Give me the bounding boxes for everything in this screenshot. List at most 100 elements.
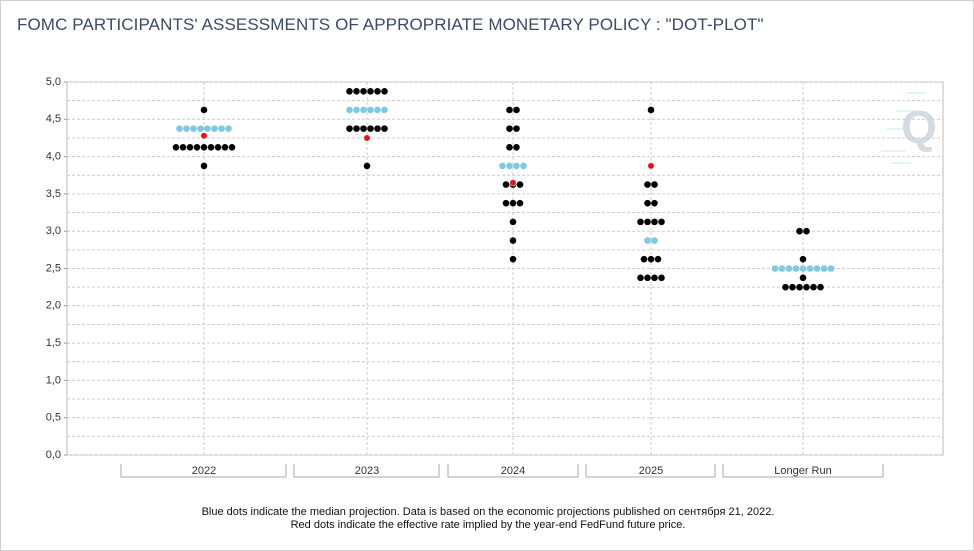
dot	[803, 283, 810, 291]
dot	[651, 181, 658, 188]
dot	[803, 227, 810, 235]
median-dot	[218, 125, 225, 132]
dot	[502, 199, 510, 207]
dot	[374, 125, 381, 132]
x-tick-label: 2023	[354, 465, 380, 477]
median-dot	[513, 162, 520, 170]
future-dot	[509, 179, 517, 187]
dot	[360, 125, 367, 132]
dot	[193, 143, 201, 151]
median-dot	[381, 106, 388, 114]
median-dot	[651, 237, 658, 244]
dot	[179, 143, 187, 151]
dot	[799, 255, 807, 263]
median-dot	[225, 125, 232, 132]
x-tick-label: 2022	[191, 465, 217, 477]
dot	[817, 283, 824, 291]
dot	[647, 106, 655, 114]
median-dot	[792, 265, 800, 272]
dot	[782, 283, 789, 291]
median-dot	[806, 265, 814, 272]
x-tick-label: Longer Run	[774, 465, 832, 477]
dot	[644, 218, 651, 226]
chart-title: FOMC PARTICIPANTS' ASSESSMENTS OF APPROP…	[17, 15, 764, 34]
dot	[509, 237, 517, 244]
dot	[509, 218, 517, 226]
median-dot	[211, 125, 218, 132]
median-dot	[204, 125, 211, 132]
y-tick-label: 1,0	[46, 374, 61, 386]
median-dot	[771, 265, 779, 272]
dot	[200, 106, 208, 114]
dot	[367, 88, 374, 95]
dot	[644, 274, 651, 282]
category-bracket	[722, 464, 884, 478]
dot	[381, 125, 388, 132]
dot	[651, 199, 658, 207]
median-dot	[197, 125, 204, 132]
dot	[200, 143, 208, 151]
dot	[640, 255, 648, 263]
svg-text:Q: Q	[901, 101, 937, 153]
dot	[516, 181, 524, 188]
dot	[513, 125, 520, 132]
x-tick-label: 2024	[500, 465, 526, 477]
dot	[644, 181, 651, 188]
dot	[796, 227, 803, 235]
dot	[353, 125, 360, 132]
dot	[799, 274, 807, 282]
median-dot	[360, 106, 367, 114]
median-dot	[644, 237, 651, 244]
dot	[346, 88, 353, 95]
y-tick-label: 3,5	[46, 188, 61, 200]
dot	[374, 88, 381, 95]
y-tick-label: 4,0	[46, 151, 61, 163]
note: Red dots indicate the effective rate imp…	[290, 519, 686, 531]
median-dot	[346, 106, 353, 114]
median-dot	[506, 162, 513, 170]
y-tick-label: 1,5	[46, 337, 61, 349]
dot	[637, 274, 644, 282]
median-dot	[499, 162, 506, 170]
note: Blue dots indicate the median projection…	[201, 506, 775, 518]
dot	[637, 218, 644, 226]
dot	[502, 181, 510, 188]
dot	[651, 218, 658, 226]
category-bracket	[447, 464, 579, 478]
category-bracket	[585, 464, 716, 478]
x-tick-label: 2025	[638, 465, 664, 477]
median-dot	[820, 265, 828, 272]
dot	[516, 199, 524, 207]
median-dot	[520, 162, 527, 170]
dot	[228, 143, 236, 151]
median-dot	[813, 265, 821, 272]
dot	[367, 125, 374, 132]
y-tick-label: 0,5	[46, 412, 61, 424]
dot	[506, 143, 513, 151]
dot	[381, 88, 388, 95]
dot	[513, 143, 520, 151]
y-tick-label: 2,5	[46, 262, 61, 274]
median-dot	[183, 125, 190, 132]
dot	[346, 125, 353, 132]
dot	[221, 143, 229, 151]
dot	[796, 283, 803, 291]
future-dot	[200, 132, 208, 140]
future-dot	[647, 162, 655, 170]
dot	[186, 143, 194, 151]
dot	[513, 106, 520, 114]
y-tick-label: 4,5	[46, 113, 61, 125]
y-tick-label: 2,0	[46, 300, 61, 312]
median-dot	[827, 265, 835, 272]
category-bracket	[293, 464, 440, 478]
dot	[207, 143, 215, 151]
dot	[651, 274, 658, 282]
median-dot	[190, 125, 197, 132]
median-dot	[374, 106, 381, 114]
dot	[789, 283, 796, 291]
dot	[644, 199, 651, 207]
dot	[506, 125, 513, 132]
y-tick-label: 5,0	[46, 76, 61, 88]
dot	[658, 274, 665, 282]
